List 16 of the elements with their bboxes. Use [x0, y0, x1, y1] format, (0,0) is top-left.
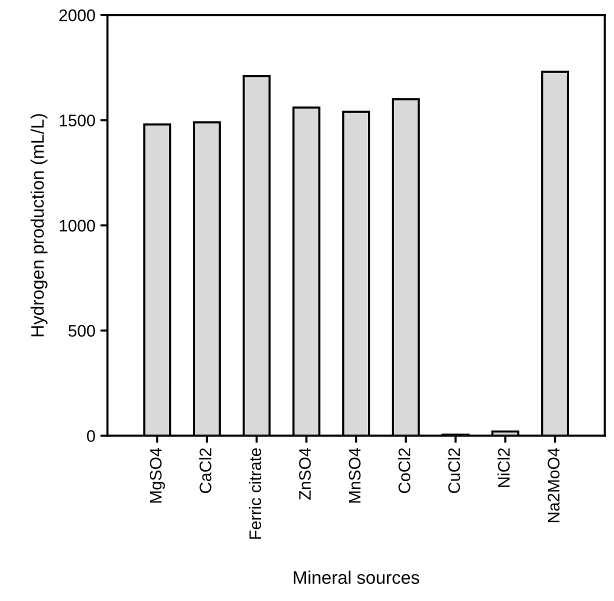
y-tick-label: 2000 — [59, 9, 95, 22]
x-tick-label: Ferric citrate — [248, 448, 262, 539]
x-tick-label: ZnSO4 — [299, 448, 311, 500]
x-tick-label: Na2MoO4 — [548, 448, 560, 522]
y-tick-label: 1500 — [60, 114, 95, 126]
x-tick-label: MgSO4 — [150, 448, 165, 503]
x-tick-label: MnSO4 — [348, 448, 361, 503]
x-axis-title: Mineral sources — [294, 570, 420, 584]
y-axis-title: Hydrogen production (mL/L) — [30, 114, 48, 336]
y-tick-label: 1000 — [60, 220, 95, 232]
y-tick-label: 0 — [87, 430, 95, 442]
x-tick-label: CoCl2 — [398, 448, 410, 493]
x-tick-label: NiCl2 — [498, 448, 510, 487]
x-tick-label: CaCl2 — [199, 448, 212, 493]
y-tick-label: 500 — [68, 324, 95, 337]
x-tick-label: CuCl2 — [448, 448, 460, 493]
